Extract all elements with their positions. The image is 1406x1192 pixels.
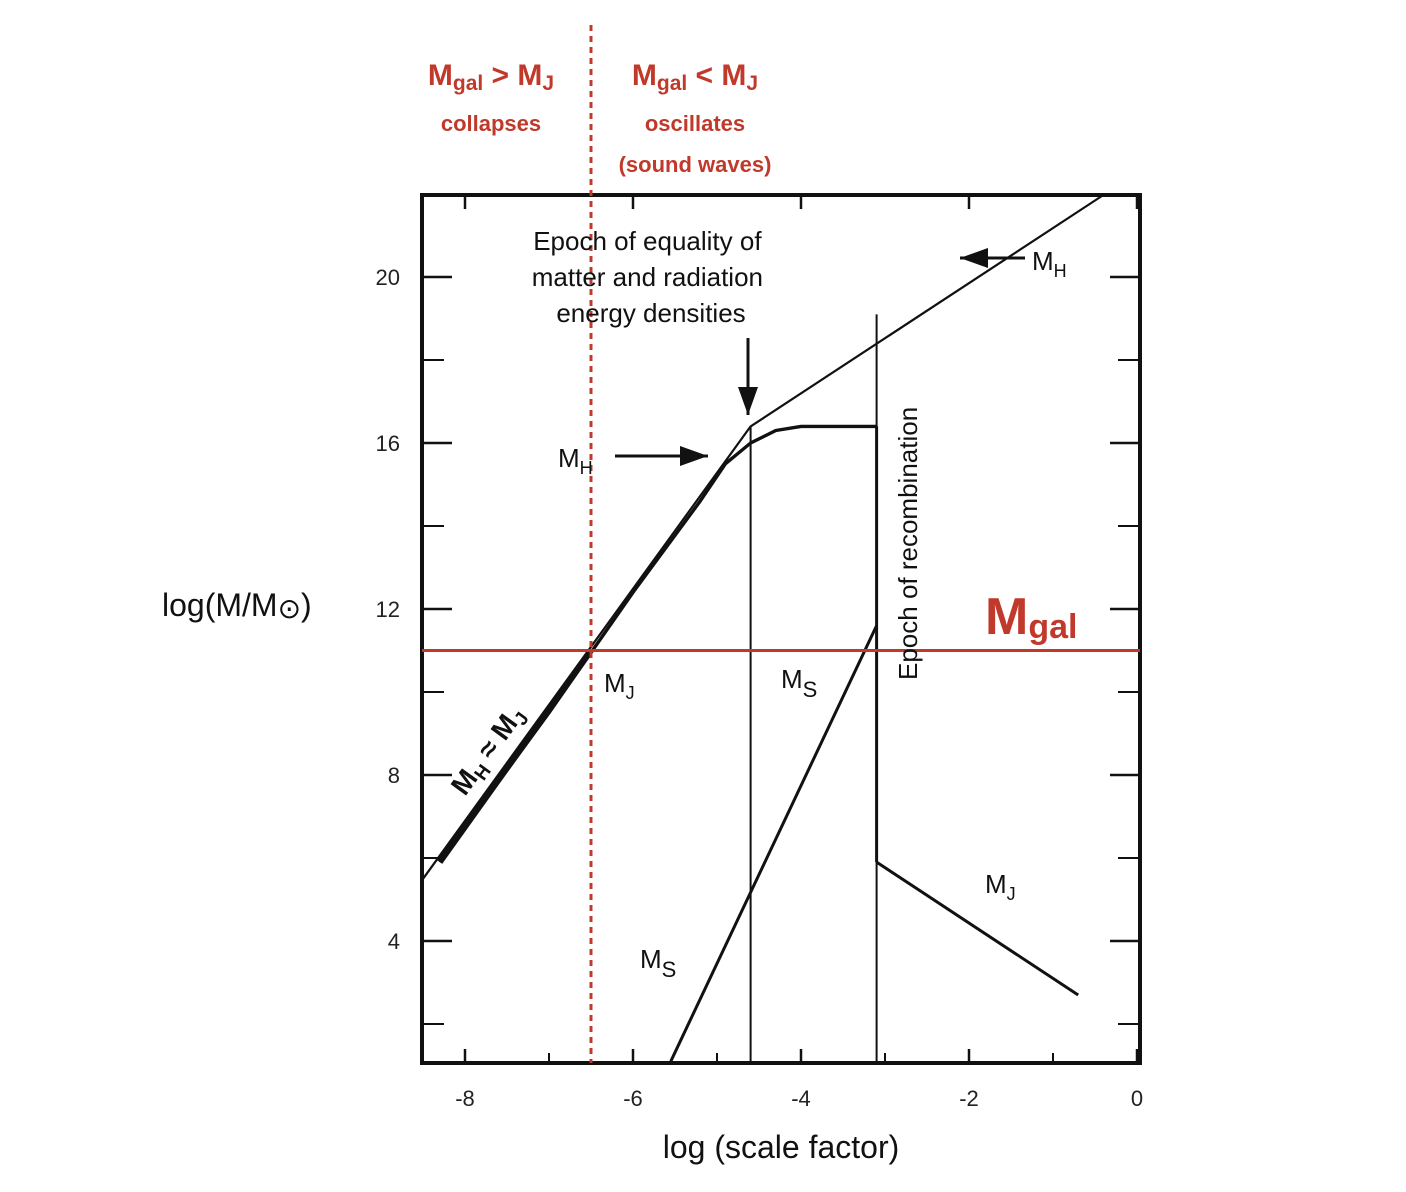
label-mj-left: MJ xyxy=(604,668,635,703)
arrow-mh-lower-head xyxy=(680,446,708,466)
region-right-title: Mgal < MJ xyxy=(632,59,758,95)
label-mj-right: MJ xyxy=(985,869,1016,904)
series-m-j-after-recombination xyxy=(877,862,1079,995)
arrow-mh-upper-head xyxy=(960,248,988,268)
equality-annotation: Epoch of equality of matter and radiatio… xyxy=(532,226,770,328)
series-m-h-horizon-mass xyxy=(423,195,1103,879)
x-tick-label: -8 xyxy=(455,1086,475,1111)
x-tick-label: -6 xyxy=(623,1086,643,1111)
label-mh-upper: MH xyxy=(1032,246,1067,281)
series-m-s xyxy=(671,626,877,1062)
arrow-equality-head xyxy=(738,387,758,415)
y-tick-label: 20 xyxy=(376,265,400,290)
region-right-note2: (sound waves) xyxy=(619,152,772,177)
region-left-note: collapses xyxy=(441,111,541,136)
recombination-annotation: Epoch of recombination xyxy=(893,407,923,680)
label-ms-low: MS xyxy=(640,944,676,982)
tick-labels: -8 -6 -4 -2 0 4 8 12 16 20 xyxy=(376,265,1144,1111)
y-axis-title: log(M/M⊙) xyxy=(162,587,312,624)
series-m-h-m-j xyxy=(440,651,591,863)
y-tick-label: 16 xyxy=(376,431,400,456)
mgal-label: Mgal xyxy=(985,588,1077,646)
x-axis-title: log (scale factor) xyxy=(663,1129,900,1165)
x-tick-label: -2 xyxy=(959,1086,979,1111)
y-tick-label: 4 xyxy=(388,929,400,954)
label-mh-lower: MH xyxy=(558,443,593,478)
series-m-j-before-recombination xyxy=(440,426,877,862)
region-left-title: Mgal > MJ xyxy=(428,59,554,95)
x-tick-label: 0 xyxy=(1131,1086,1143,1111)
label-ms-mid: MS xyxy=(781,664,817,702)
y-tick-label: 12 xyxy=(376,597,400,622)
region-right-note: oscillates xyxy=(645,111,745,136)
x-tick-label: -4 xyxy=(791,1086,811,1111)
y-tick-label: 8 xyxy=(388,763,400,788)
